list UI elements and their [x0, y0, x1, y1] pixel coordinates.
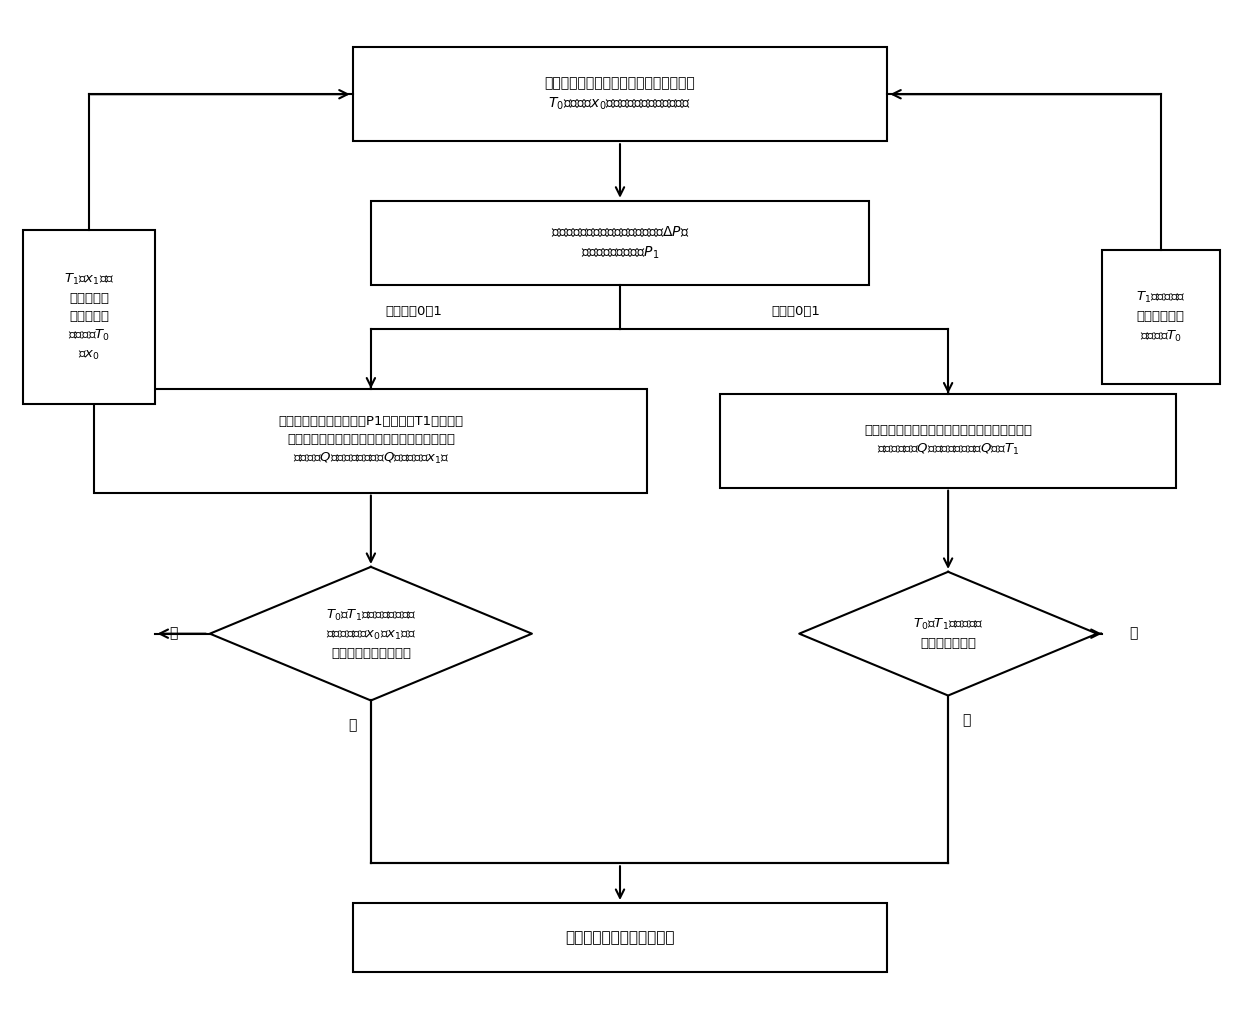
Text: $T_0$与$T_1$的差的绝对値小于
第一预设値，$x_0$与$x_1$差的
绝对値小于第二预设値: $T_0$与$T_1$的差的绝对値小于 第一预设値，$x_0$与$x_1$差的 … — [326, 608, 417, 660]
Text: 干度为0或1: 干度为0或1 — [771, 305, 821, 318]
Text: 否: 否 — [169, 626, 177, 640]
FancyBboxPatch shape — [371, 201, 869, 285]
FancyBboxPatch shape — [24, 230, 155, 404]
Text: 根据井口注入条件，假设井筒内温度分布
$T_0$以及干度$x_0$，以此计算两相流物性参数: 根据井口注入条件，假设井筒内温度分布 $T_0$以及干度$x_0$，以此计算两相… — [544, 76, 696, 112]
FancyBboxPatch shape — [94, 389, 647, 493]
Text: 根据单管传热模型或双管传热模型计算得到微元
段内的换热量$Q$，再根据该换热量$Q$求得$T_1$: 根据单管传热模型或双管传热模型计算得到微元 段内的换热量$Q$，再根据该换热量$… — [864, 424, 1032, 458]
Text: $T_1$经合适的松
弛后，替换初
始假设的$T_0$: $T_1$经合适的松 弛后，替换初 始假设的$T_0$ — [1136, 290, 1185, 343]
FancyBboxPatch shape — [352, 903, 888, 973]
Text: 井筒温度与压力的预测结果: 井筒温度与压力的预测结果 — [565, 930, 675, 945]
Text: 是: 是 — [962, 713, 971, 727]
FancyBboxPatch shape — [720, 394, 1176, 488]
Text: $T_1$及$x_1$，经
合适的松弛
后，替换初
始假设的$T_0$
及$x_0$: $T_1$及$x_1$，经 合适的松弛 后，替换初 始假设的$T_0$ 及$x_… — [63, 272, 114, 363]
FancyBboxPatch shape — [352, 47, 888, 141]
Text: 由饱和蒸汽压力关系式由P1求出温度T1，并根据
单管传热模型或双管传热模型计算得到微元段内
的换热量$Q$，再根据该换热量$Q$求得含气率$x_1$，: 由饱和蒸汽压力关系式由P1求出温度T1，并根据 单管传热模型或双管传热模型计算得… — [278, 415, 464, 467]
Text: 是: 是 — [348, 718, 357, 732]
Text: 根据两相流的流动模型计算压力变化$\Delta P$，
获得井筒内压力分布$P_1$: 根据两相流的流动模型计算压力变化$\Delta P$， 获得井筒内压力分布$P_… — [551, 224, 689, 262]
Text: $T_0$与$T_1$差的绝对値
小于第三预设値: $T_0$与$T_1$差的绝对値 小于第三预设値 — [913, 617, 983, 650]
Text: 否: 否 — [1130, 626, 1137, 640]
FancyBboxPatch shape — [1102, 250, 1220, 384]
Text: 干度不为0或1: 干度不为0或1 — [384, 305, 441, 318]
